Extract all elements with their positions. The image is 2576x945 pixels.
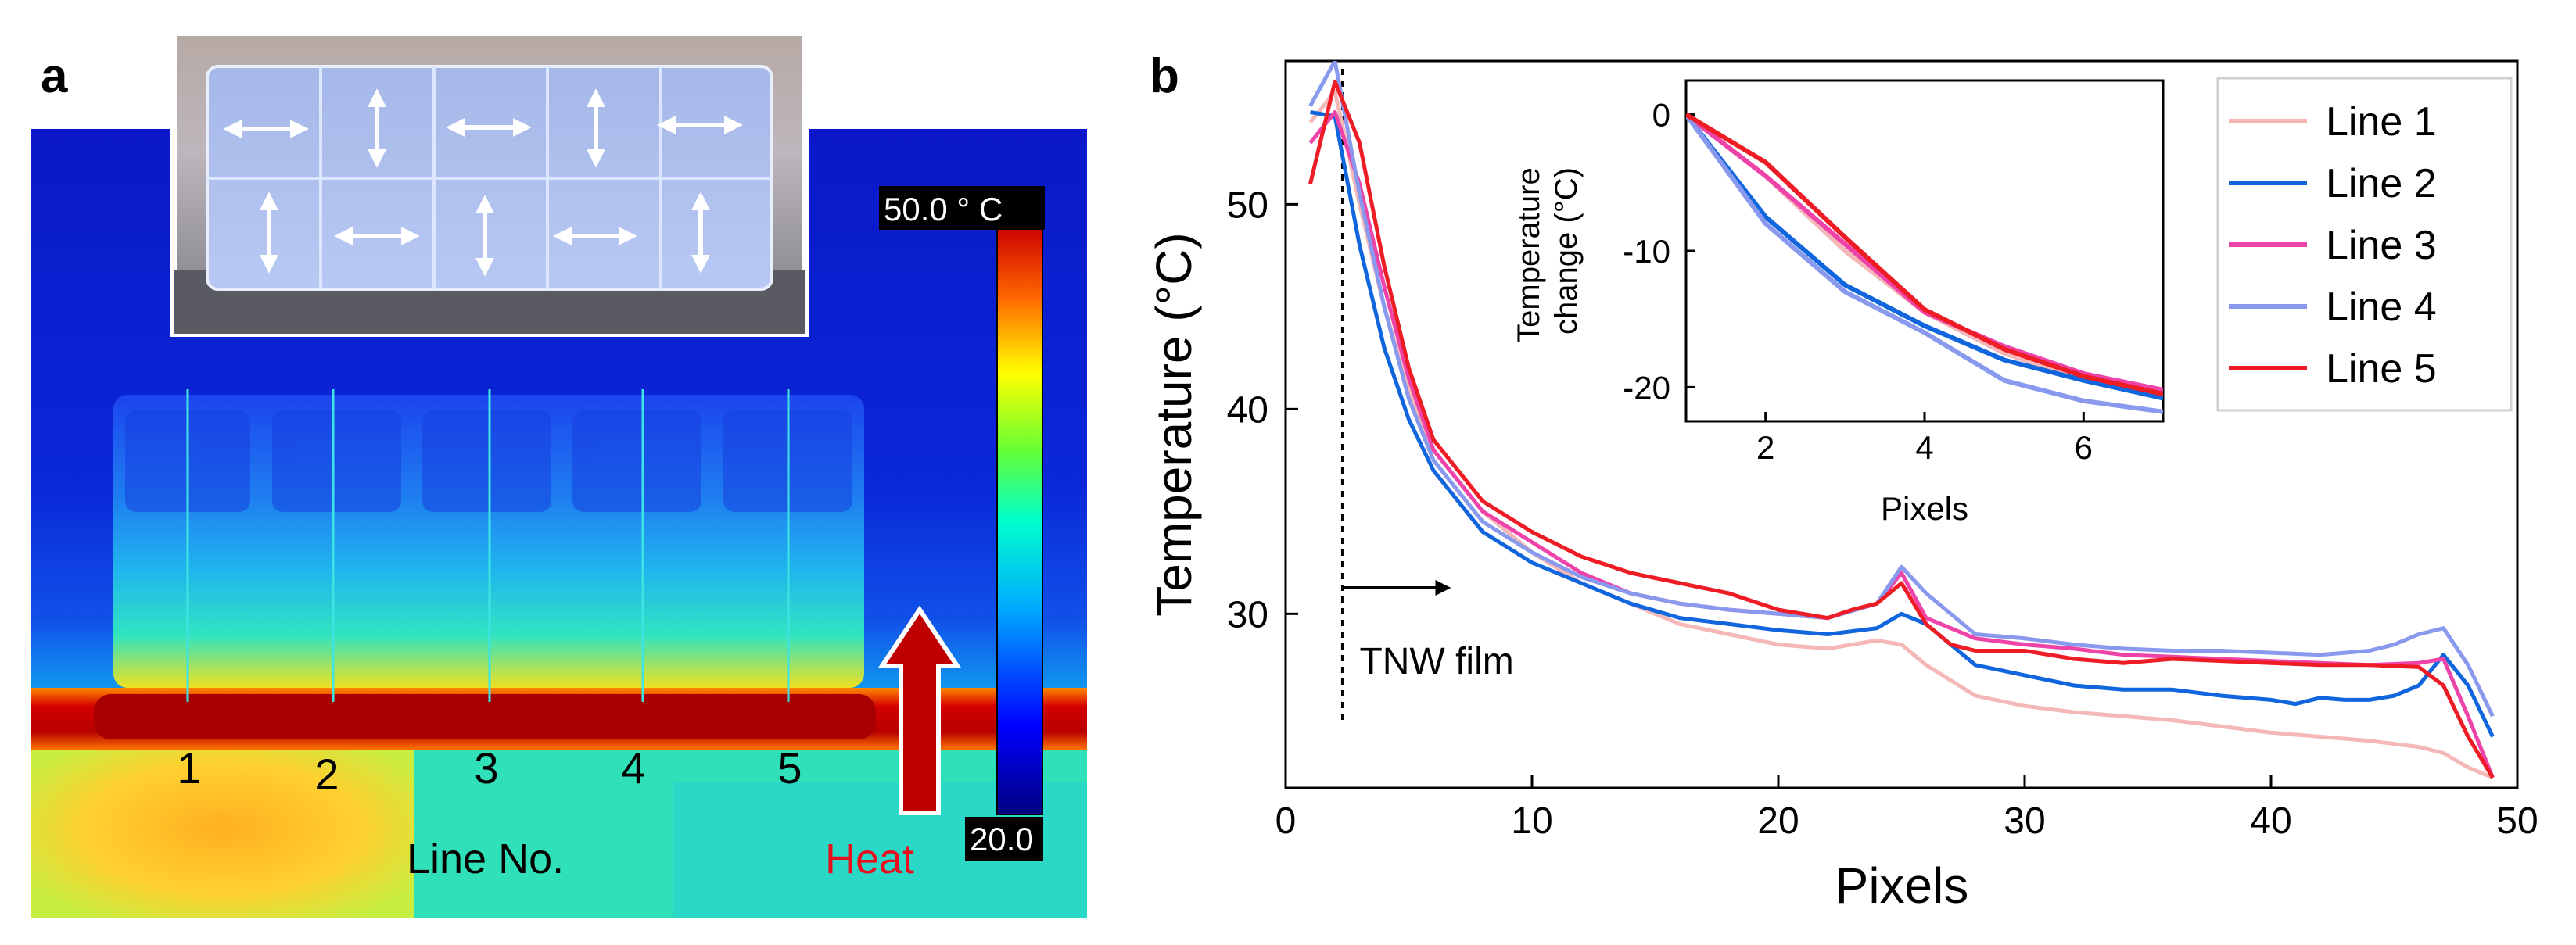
y-tick-label: -10 xyxy=(1623,233,1670,270)
y-tick-label: 30 xyxy=(1227,595,1268,636)
x-tick-label: 0 xyxy=(1275,800,1297,842)
series-line-4 xyxy=(1686,113,2163,414)
line-number-5: 5 xyxy=(777,743,802,793)
series-line-3 xyxy=(1686,113,2163,392)
main-plot-frame xyxy=(1284,59,2519,789)
line-no-label: Line No. xyxy=(407,836,564,882)
legend-label-2: Line 2 xyxy=(2326,161,2437,206)
legend-label-1: Line 1 xyxy=(2326,99,2437,145)
line-number-1: 1 xyxy=(177,743,201,793)
y-tick-label: -20 xyxy=(1623,370,1670,406)
main-y-axis-label: Temperature (°C) xyxy=(1146,232,1202,617)
y-tick-label: 50 xyxy=(1227,185,1268,227)
line-number-4: 4 xyxy=(621,743,645,793)
x-tick-label: 50 xyxy=(2496,800,2538,842)
x-tick-label: 6 xyxy=(2075,429,2093,466)
series-line-2 xyxy=(1686,113,2163,401)
main-x-axis-label: Pixels xyxy=(1835,857,1969,914)
inset-y-axis-label: Temperature change (°C) xyxy=(1512,159,1584,343)
temperature-change-inset: 2 4 6 0 -10 -20 Pixels Temperature change (°… xyxy=(1512,79,2165,527)
panel-a-label: a xyxy=(41,49,68,103)
colorbar xyxy=(996,226,1043,815)
y-tick-label: 0 xyxy=(1652,97,1670,134)
legend-label-4: Line 4 xyxy=(2326,285,2437,330)
series-line-5 xyxy=(1686,113,2163,397)
x-tick-label: 30 xyxy=(2004,800,2045,842)
line-number-3: 3 xyxy=(474,743,498,793)
x-tick-label: 2 xyxy=(1756,429,1774,466)
tnw-film-label: TNW film xyxy=(1359,641,1513,682)
legend: Line 1 Line 2 Line 3 Line 4 Line 5 xyxy=(2216,77,2513,412)
panel-b-label: b xyxy=(1150,49,1179,103)
x-tick-label: 40 xyxy=(2250,800,2291,842)
series-line-4 xyxy=(1308,61,2495,718)
inset-plot-frame xyxy=(1684,79,2165,423)
y-tick-label: 40 xyxy=(1227,390,1268,431)
line-number-2: 2 xyxy=(314,750,339,799)
sample-photo xyxy=(170,30,809,337)
measurement-lines xyxy=(186,389,790,702)
x-tick-label: 20 xyxy=(1757,800,1799,842)
series-line-5 xyxy=(1308,79,2495,779)
legend-label-5: Line 5 xyxy=(2326,346,2437,392)
inset-x-axis-label: Pixels xyxy=(1881,490,1968,527)
heat-arrow-icon xyxy=(877,605,962,815)
legend-label-3: Line 3 xyxy=(2326,223,2437,268)
colorbar-max-label: 50.0 ° C xyxy=(884,191,1003,227)
x-tick-label: 4 xyxy=(1915,429,1933,466)
colorbar-min-label: 20.0 xyxy=(970,821,1034,857)
x-tick-label: 10 xyxy=(1511,800,1552,842)
heat-label: Heat xyxy=(825,836,914,882)
